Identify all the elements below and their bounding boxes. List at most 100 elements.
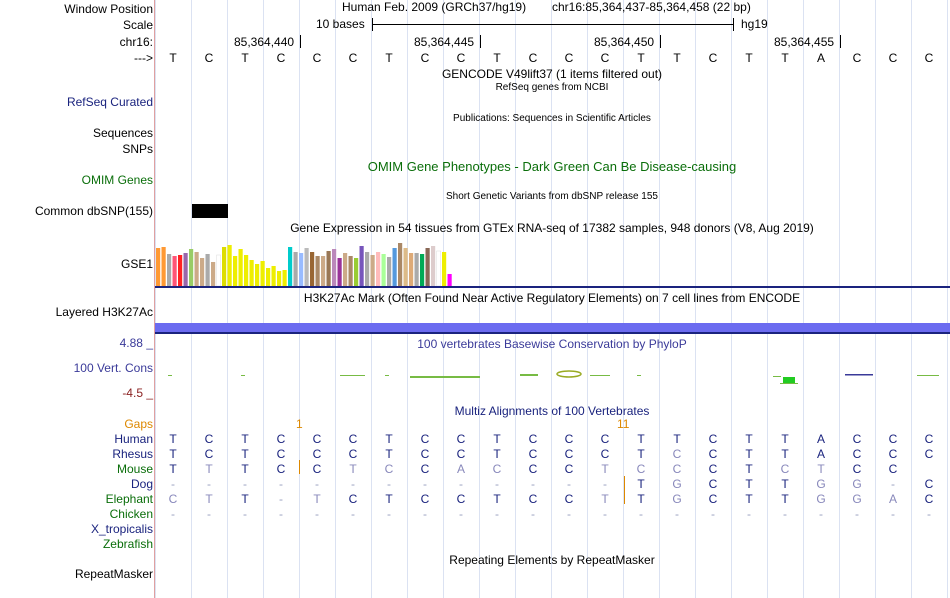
gtex-tissue-bar[interactable] <box>205 254 210 286</box>
gtex-tissue-bar[interactable] <box>304 248 309 286</box>
gtex-tissue-bar[interactable] <box>409 253 414 286</box>
aligned-base-rhesus: C <box>348 447 358 461</box>
gtex-tissue-bar[interactable] <box>431 246 436 286</box>
aligned-base-human: C <box>924 432 934 446</box>
track-label-omim[interactable]: OMIM Genes <box>81 173 153 187</box>
gtex-bar-chart[interactable] <box>155 236 555 288</box>
track-label-refseq[interactable]: RefSeq Curated <box>66 95 153 109</box>
gtex-tissue-bar[interactable] <box>238 249 243 286</box>
aligned-base-dog: - <box>891 477 895 491</box>
gtex-tissue-bar[interactable] <box>348 256 353 286</box>
gtex-tissue-bar[interactable] <box>442 252 447 286</box>
gtex-tissue-bar[interactable] <box>387 257 392 286</box>
gtex-tissue-bar[interactable] <box>420 254 425 286</box>
gtex-tissue-bar[interactable] <box>282 270 287 286</box>
gtex-tissue-bar[interactable] <box>370 255 375 286</box>
gtex-tissue-bar[interactable] <box>398 243 403 286</box>
gtex-tissue-bar[interactable] <box>222 247 227 286</box>
gtex-tissue-bar[interactable] <box>299 253 304 286</box>
aligned-base-human: C <box>276 432 286 446</box>
aligned-base-human: C <box>312 432 322 446</box>
gtex-tissue-bar[interactable] <box>392 248 397 286</box>
gtex-tissue-bar[interactable] <box>354 258 359 286</box>
aligned-base-elephant: T <box>385 492 393 506</box>
base-letter: C <box>348 51 358 65</box>
gtex-tissue-bar[interactable] <box>337 258 342 286</box>
aligned-base-chicken: - <box>351 507 355 521</box>
ruler-tick <box>840 35 841 48</box>
gtex-tissue-bar[interactable] <box>260 261 265 286</box>
gtex-tissue-bar[interactable] <box>266 268 271 286</box>
gtex-tissue-bar[interactable] <box>403 248 408 286</box>
aligned-base-human: C <box>600 432 610 446</box>
gtex-tissue-bar[interactable] <box>178 255 183 286</box>
gtex-tissue-bar[interactable] <box>200 258 205 286</box>
gtex-tissue-bar[interactable] <box>310 252 315 286</box>
gtex-tissue-bar[interactable] <box>167 254 172 286</box>
gtex-tissue-bar[interactable] <box>425 248 430 286</box>
gtex-title: Gene Expression in 54 tissues from GTEx … <box>290 221 814 235</box>
gtex-tissue-bar[interactable] <box>293 252 298 286</box>
aligned-base-chicken: - <box>819 507 823 521</box>
gtex-tissue-bar[interactable] <box>156 248 161 286</box>
aligned-base-human: T <box>493 432 501 446</box>
gtex-tissue-bar[interactable] <box>216 254 221 287</box>
track-label-cons[interactable]: 100 Vert. Cons <box>73 361 153 375</box>
gtex-tissue-bar[interactable] <box>321 256 326 286</box>
gtex-tissue-bar[interactable] <box>332 249 337 286</box>
gtex-tissue-bar[interactable] <box>447 274 452 286</box>
gtex-tissue-bar[interactable] <box>288 247 293 286</box>
track-label-snps[interactable]: SNPs <box>122 142 153 156</box>
gtex-tissue-bar[interactable] <box>189 249 194 286</box>
aligned-base-elephant: T <box>241 492 249 506</box>
gtex-tissue-bar[interactable] <box>244 255 249 286</box>
gtex-tissue-bar[interactable] <box>227 245 232 286</box>
h3k27ac-signal[interactable] <box>155 323 950 332</box>
ruler-tick-label: 85,364,445 <box>414 35 475 49</box>
aligned-base-elephant: C <box>168 492 178 506</box>
h3k27ac-title: H3K27Ac Mark (Often Found Near Active Re… <box>303 291 801 305</box>
h3k27ac-baseline <box>155 332 950 334</box>
base-letter: C <box>924 51 934 65</box>
species-chicken: Chicken <box>109 507 153 521</box>
gtex-tissue-bar[interactable] <box>376 252 381 286</box>
gtex-tissue-bar[interactable] <box>233 256 238 286</box>
track-label-repeatmasker[interactable]: RepeatMasker <box>74 567 153 581</box>
assembly-name: Human Feb. 2009 (GRCh37/hg19) <box>342 0 527 14</box>
gtex-tissue-bar[interactable] <box>436 250 441 287</box>
aligned-base-chicken: - <box>315 507 319 521</box>
grid-line <box>731 0 732 598</box>
dbsnp-variant[interactable] <box>192 204 228 218</box>
aligned-base-mouse: C <box>672 462 682 476</box>
track-label-common-dbsnp[interactable]: Common dbSNP(155) <box>34 204 153 218</box>
gtex-tissue-bar[interactable] <box>315 256 320 286</box>
aligned-base-rhesus: C <box>204 447 214 461</box>
track-label-gse1[interactable]: GSE1 <box>120 257 153 271</box>
gtex-tissue-bar[interactable] <box>172 256 177 286</box>
grid-line <box>479 0 480 598</box>
aligned-base-dog: - <box>387 477 391 491</box>
gtex-tissue-bar[interactable] <box>381 254 386 286</box>
omim-title: OMIM Gene Phenotypes - Dark Green Can Be… <box>367 159 737 174</box>
gtex-tissue-bar[interactable] <box>271 266 276 286</box>
base-letter: C <box>204 51 214 65</box>
track-label-h3k27ac[interactable]: Layered H3K27Ac <box>55 305 153 319</box>
gtex-tissue-bar[interactable] <box>365 252 370 286</box>
gtex-tissue-bar[interactable] <box>183 253 188 286</box>
gtex-tissue-bar[interactable] <box>249 260 254 286</box>
gtex-tissue-bar[interactable] <box>161 247 166 286</box>
gtex-tissue-bar[interactable] <box>414 253 419 286</box>
gtex-tissue-bar[interactable] <box>277 271 282 286</box>
phylop-signal[interactable] <box>155 365 950 390</box>
aligned-base-chicken: - <box>603 507 607 521</box>
grid-line <box>911 0 912 598</box>
gtex-tissue-bar[interactable] <box>343 253 348 286</box>
gtex-tissue-bar[interactable] <box>211 262 216 286</box>
gtex-tissue-bar[interactable] <box>194 252 199 286</box>
aligned-base-chicken: - <box>531 507 535 521</box>
gtex-tissue-bar[interactable] <box>359 246 364 286</box>
gtex-tissue-bar[interactable] <box>255 264 260 286</box>
aligned-base-human: T <box>781 432 789 446</box>
gtex-tissue-bar[interactable] <box>326 251 331 286</box>
track-label-sequences[interactable]: Sequences <box>92 126 153 140</box>
